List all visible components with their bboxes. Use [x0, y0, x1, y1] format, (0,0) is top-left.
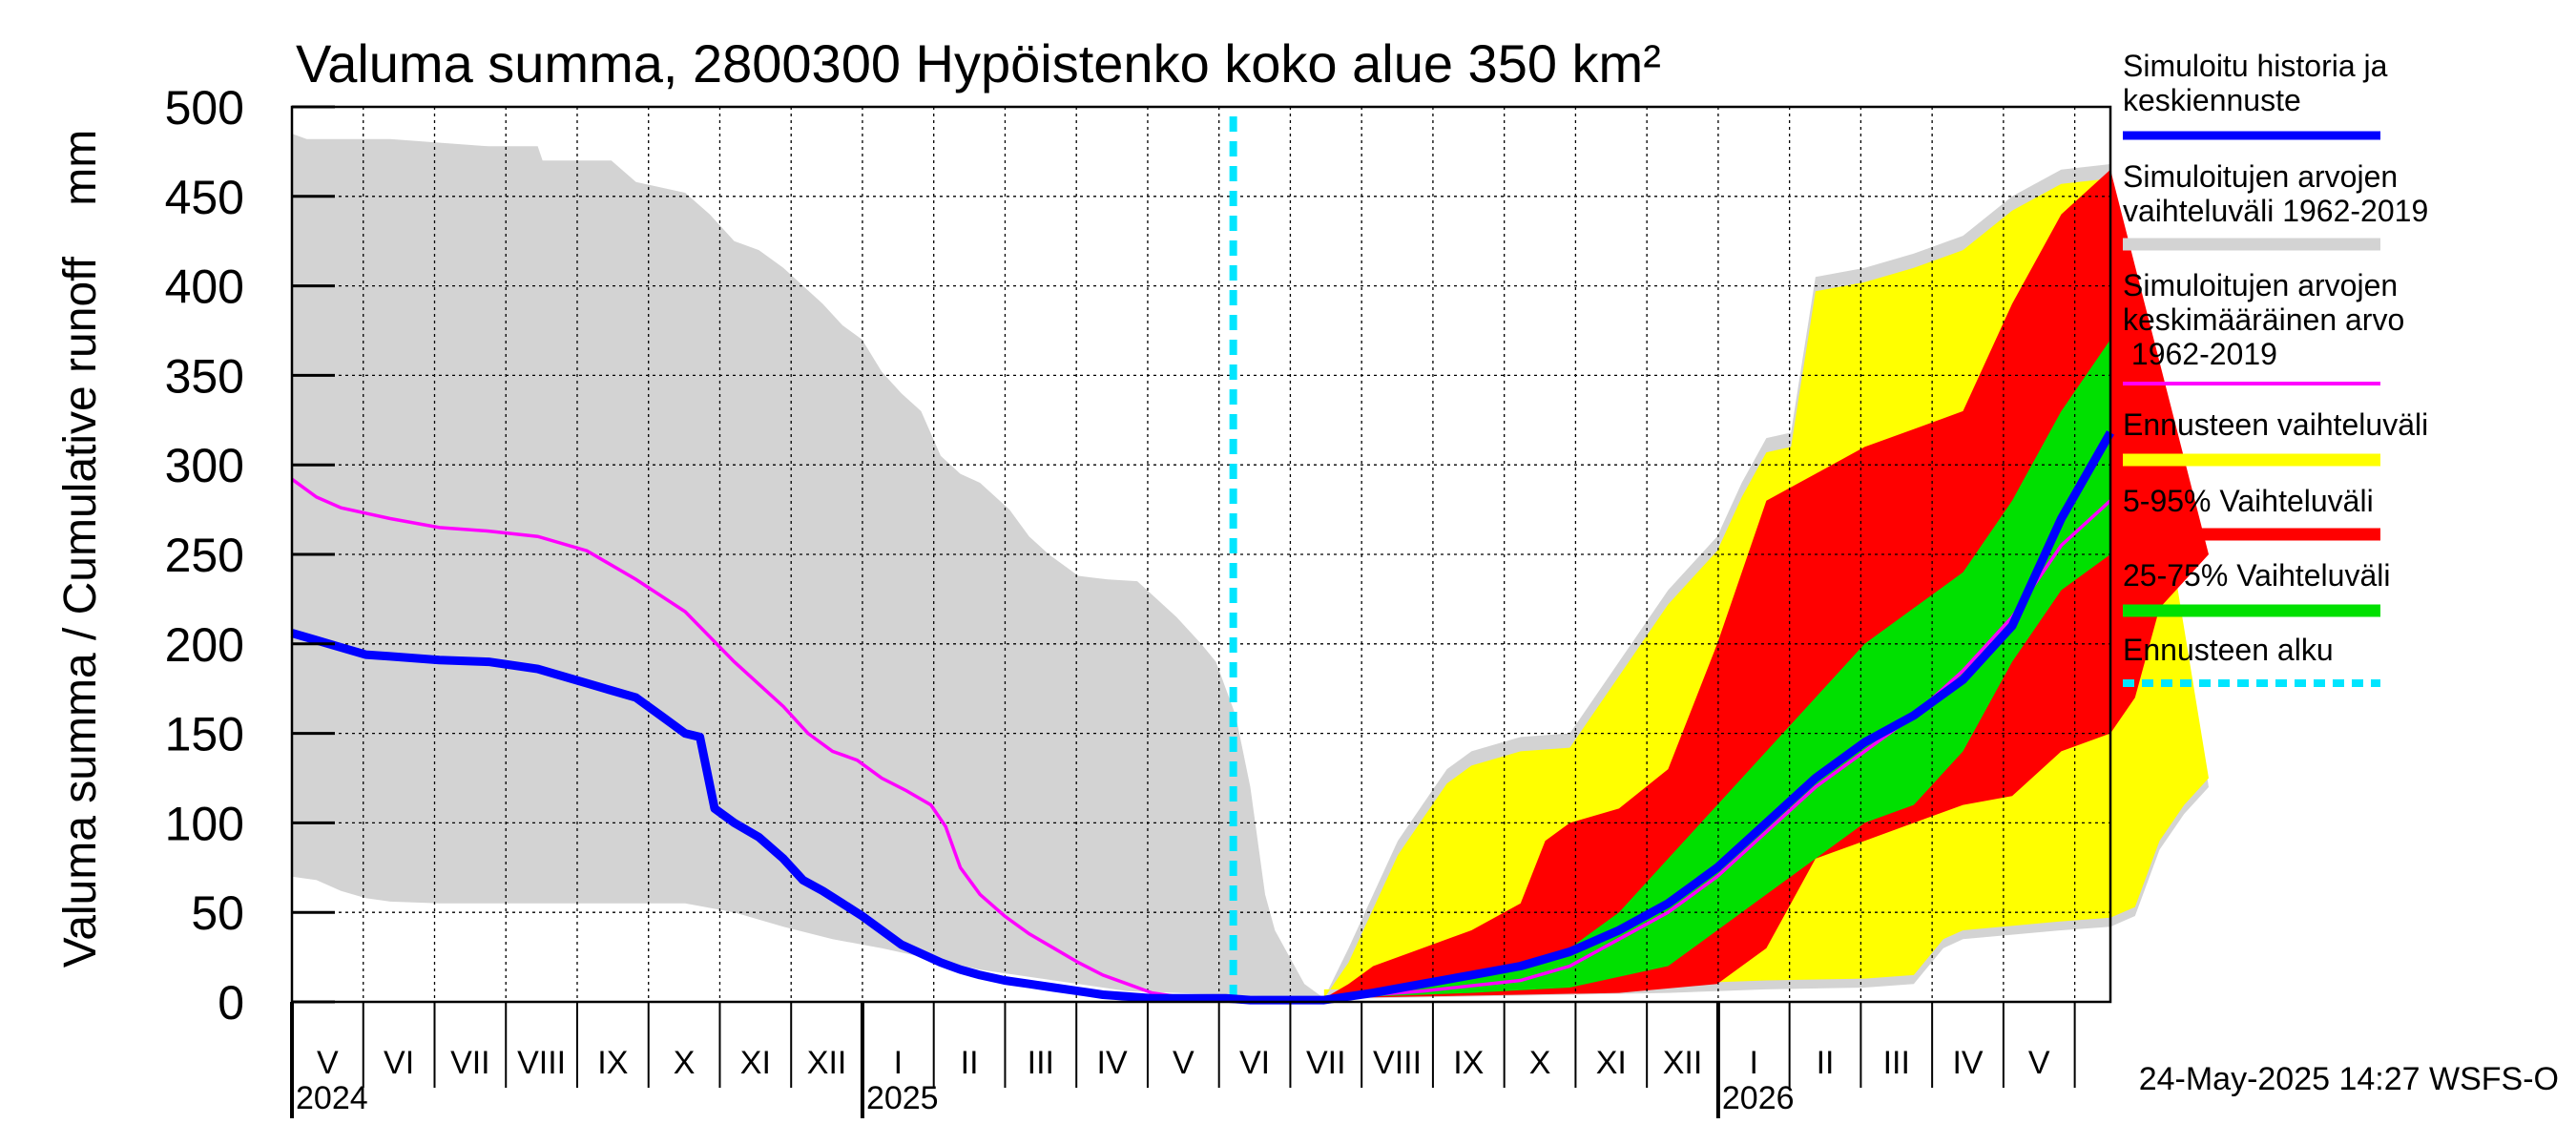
x-month-label-5: X: [674, 1045, 696, 1081]
x-month-label-7: XII: [807, 1045, 847, 1081]
y-tick-label-0: 0: [218, 976, 244, 1030]
x-month-label-13: VI: [1239, 1045, 1270, 1081]
legend-label-3: Ennusteen vaihteluväli: [2123, 407, 2428, 442]
bands-layer: [292, 134, 2209, 999]
x-month-label-18: XI: [1596, 1045, 1627, 1081]
legend-label-0: Simuloitu historia ja keskiennuste: [2123, 49, 2388, 117]
x-month-label-12: V: [1173, 1045, 1195, 1081]
x-month-label-15: VIII: [1373, 1045, 1422, 1081]
x-month-label-22: III: [1883, 1045, 1910, 1081]
x-month-label-1: VI: [384, 1045, 414, 1081]
grid-layer: [292, 106, 2110, 1002]
year-label-0: 2024: [296, 1080, 368, 1116]
legend-label-1: Simuloitujen arvojen vaihteluväli 1962-20…: [2123, 159, 2428, 228]
y-tick-label-300: 300: [165, 439, 244, 492]
legend-label-5: 25-75% Vaihteluväli: [2123, 558, 2390, 593]
year-label-2: 2026: [1722, 1080, 1795, 1116]
y-tick-label-150: 150: [165, 708, 244, 761]
legend-label-2: Simuloitujen arvojen keskimääräinen arvo …: [2123, 268, 2404, 371]
x-month-label-23: IV: [1952, 1045, 1983, 1081]
forecast-line: [290, 430, 2114, 1005]
x-month-label-14: VII: [1306, 1045, 1346, 1081]
y-tick-label-500: 500: [165, 81, 244, 135]
x-month-label-8: I: [894, 1045, 903, 1081]
year-label-1: 2025: [866, 1080, 939, 1116]
x-month-label-9: II: [961, 1045, 979, 1081]
x-month-label-16: IX: [1453, 1045, 1484, 1081]
x-month-label-4: IX: [597, 1045, 628, 1081]
y-tick-label-50: 50: [191, 886, 244, 940]
mean-line: [290, 477, 2112, 1000]
x-month-label-3: VIII: [517, 1045, 566, 1081]
x-month-label-2: VII: [450, 1045, 490, 1081]
y-axis-label: Valuma summa / Cumulative runoff mm: [55, 130, 106, 968]
x-month-label-11: IV: [1097, 1045, 1128, 1081]
legend: Simuloitu historia ja keskiennuste Simuloi…: [2123, 49, 2428, 687]
timestamp: 24-May-2025 14:27 WSFS-O: [2139, 1061, 2559, 1097]
chart-title: Valuma summa, 2800300 Hypöistenko koko a…: [296, 33, 1661, 94]
y-tick-label-100: 100: [165, 797, 244, 850]
x-month-label-17: X: [1529, 1045, 1551, 1081]
y-tick-label-200: 200: [165, 618, 244, 672]
p5-95-band: [1323, 169, 2209, 999]
history-range-band: [292, 134, 1324, 999]
y-tick-label-350: 350: [165, 349, 244, 403]
y-tick-label-250: 250: [165, 529, 244, 582]
x-month-label-10: III: [1028, 1045, 1054, 1081]
legend-label-4: 5-95% Vaihteluväli: [2123, 484, 2374, 518]
y-tick-label-450: 450: [165, 171, 244, 224]
x-month-label-20: I: [1750, 1045, 1758, 1081]
x-month-label-24: V: [2028, 1045, 2050, 1081]
x-month-label-19: XII: [1663, 1045, 1703, 1081]
x-month-label-6: XI: [740, 1045, 771, 1081]
legend-label-6: Ennusteen alku: [2123, 633, 2334, 667]
x-month-label-21: II: [1817, 1045, 1835, 1081]
y-tick-label-400: 400: [165, 260, 244, 314]
x-month-label-0: V: [317, 1045, 339, 1081]
lines-layer: [290, 116, 2114, 1005]
